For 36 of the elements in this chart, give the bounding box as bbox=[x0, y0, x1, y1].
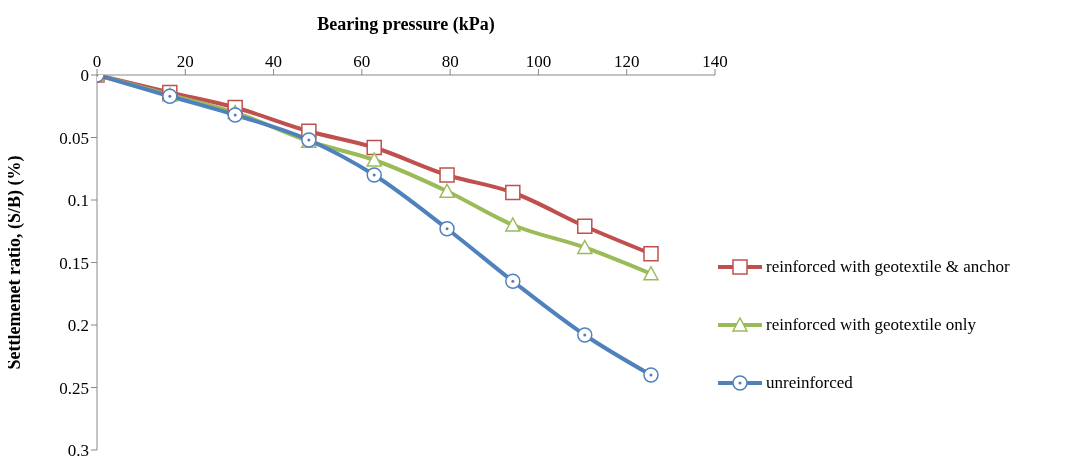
x-tick-label: 60 bbox=[353, 52, 371, 71]
y-tick-label: 0.1 bbox=[67, 191, 89, 211]
x-tick-label: 120 bbox=[613, 52, 640, 71]
point bbox=[577, 239, 593, 255]
point bbox=[577, 218, 593, 234]
y-axis-title: Settlemenet ratio, (S/B) (%) bbox=[4, 155, 26, 370]
y-tick-label: 0.15 bbox=[59, 253, 89, 273]
point bbox=[366, 139, 382, 156]
x-tick-label: 140 bbox=[702, 52, 728, 71]
point bbox=[505, 273, 521, 289]
point bbox=[227, 107, 243, 123]
point bbox=[643, 266, 659, 281]
legend-label: unreinforced bbox=[766, 373, 853, 393]
x-tick-label: 80 bbox=[441, 52, 459, 71]
point bbox=[366, 152, 382, 167]
point bbox=[643, 367, 659, 383]
point bbox=[439, 183, 455, 198]
point bbox=[366, 167, 382, 183]
y-tick-label: 0.2 bbox=[67, 316, 89, 336]
y-tick-label: 0 bbox=[80, 66, 89, 86]
y-tick-label: 0.05 bbox=[59, 128, 89, 148]
legend-label: reinforced with geotextile & anchor bbox=[766, 257, 1010, 277]
x-tick-label: 40 bbox=[265, 52, 283, 71]
point bbox=[505, 184, 521, 201]
x-tick-label: 0 bbox=[92, 52, 102, 71]
y-tick-label: 0.25 bbox=[59, 378, 89, 398]
y-tick-label: 0.3 bbox=[67, 441, 89, 461]
point bbox=[439, 167, 455, 183]
point bbox=[505, 217, 521, 232]
point bbox=[643, 246, 659, 262]
x-tick-label: 100 bbox=[525, 52, 552, 71]
x-axis-title: Bearing pressure (kPa) bbox=[317, 14, 495, 35]
point bbox=[439, 221, 455, 237]
legend-label: reinforced with geotextile only bbox=[766, 315, 977, 335]
point bbox=[577, 327, 593, 343]
x-tick-label: 20 bbox=[176, 52, 194, 71]
